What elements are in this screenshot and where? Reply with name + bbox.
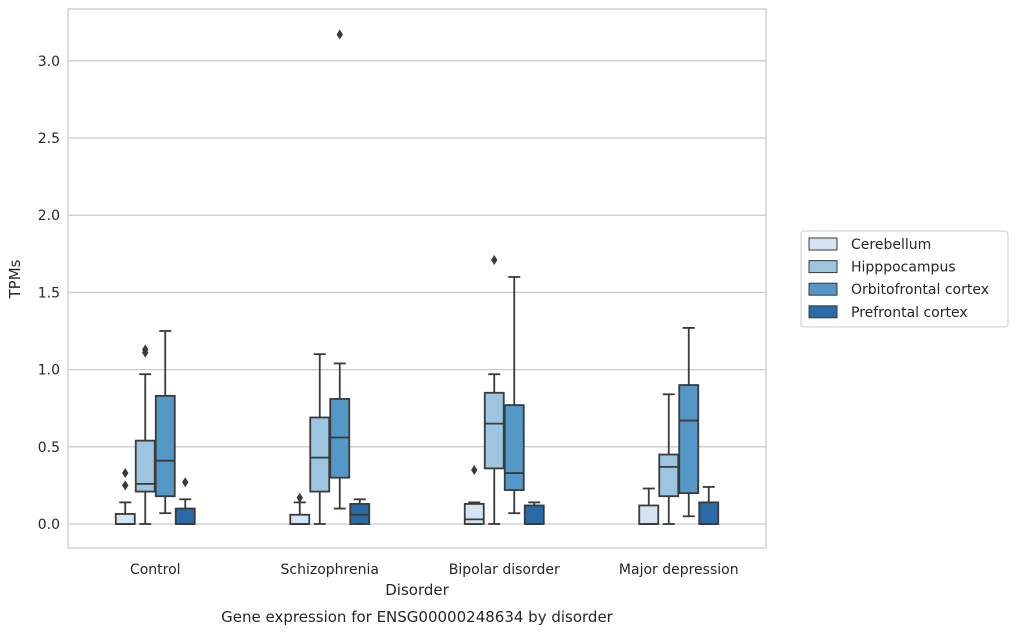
legend-swatch — [808, 305, 838, 319]
box-hipppocampus-schizophrenia — [309, 353, 331, 525]
box-iqr — [523, 504, 545, 525]
box-orbitofrontal-cortex-bipolar-disorder — [503, 276, 525, 515]
legend-label: Cerebellum — [851, 237, 931, 253]
box-cerebellum-bipolar-disorder — [463, 464, 485, 525]
x-axis-ticks: Control Schizophrenia Bipolar disorder Majo… — [130, 562, 739, 578]
outlier-point — [336, 29, 343, 40]
grid-lines — [68, 60, 766, 525]
box-iqr — [114, 513, 136, 525]
x-tick-label: Major depression — [619, 562, 739, 578]
outlier-point — [471, 464, 478, 475]
y-axis-title: TPMs — [6, 259, 24, 299]
box-iqr — [174, 507, 196, 525]
legend-frame — [800, 230, 1009, 328]
box-prefrontal-cortex-bipolar-disorder — [523, 501, 545, 525]
x-tick-label: Bipolar disorder — [449, 562, 560, 578]
box-iqr — [658, 453, 680, 498]
box-iqr — [678, 384, 700, 495]
box-orbitofrontal-cortex-control — [154, 330, 176, 515]
chart-caption: Gene expression for ENSG00000248634 by d… — [221, 608, 614, 626]
box-iqr — [698, 501, 720, 525]
box-iqr — [638, 504, 660, 525]
outlier-point — [122, 480, 129, 491]
legend-swatch — [808, 237, 838, 251]
x-tick-label: Schizophrenia — [281, 562, 379, 578]
box-prefrontal-cortex-schizophrenia — [349, 498, 371, 525]
box-iqr — [134, 439, 156, 493]
y-tick-label: 1.0 — [38, 363, 60, 379]
box-iqr — [463, 503, 485, 525]
box-cerebellum-control — [114, 468, 136, 525]
box-iqr — [503, 404, 525, 491]
legend-label: Prefrontal cortex — [851, 305, 968, 321]
outlier-point — [296, 492, 303, 503]
plot-frame — [67, 8, 767, 549]
y-tick-label: 1.5 — [38, 285, 60, 301]
y-tick-label: 2.5 — [38, 131, 60, 147]
box-orbitofrontal-cortex-schizophrenia — [329, 29, 351, 510]
x-axis-title: Disorder — [385, 581, 449, 599]
legend-swatch — [808, 260, 838, 274]
legend: Cerebellum Hipppocampus Orbitofrontal cort… — [800, 230, 1009, 328]
y-tick-label: 2.0 — [38, 208, 60, 224]
box-orbitofrontal-cortex-major-depression — [678, 327, 700, 518]
box-hipppocampus-major-depression — [658, 393, 680, 525]
y-tick-label: 3.0 — [38, 54, 60, 70]
box-prefrontal-cortex-control — [174, 477, 196, 525]
legend-swatch — [808, 282, 838, 296]
box-cerebellum-schizophrenia — [289, 492, 311, 525]
box-hipppocampus-bipolar-disorder — [483, 254, 505, 525]
outlier-point — [122, 468, 129, 479]
y-tick-label: 0.0 — [38, 517, 60, 533]
x-tick-label: Control — [130, 562, 181, 578]
box-prefrontal-cortex-major-depression — [698, 486, 720, 525]
box-iqr — [289, 513, 311, 525]
outlier-point — [182, 477, 189, 488]
legend-label: Orbitofrontal cortex — [851, 282, 989, 298]
box-iqr — [483, 391, 505, 470]
box-cerebellum-major-depression — [638, 487, 660, 525]
box-marks — [114, 29, 720, 525]
box-iqr — [309, 416, 331, 493]
box-iqr — [154, 394, 176, 498]
y-tick-label: 0.5 — [38, 440, 60, 456]
box-hipppocampus-control — [134, 344, 156, 525]
legend-label: Hipppocampus — [851, 260, 956, 276]
outlier-point — [491, 254, 498, 265]
y-axis-ticks: 0.0 0.5 1.0 1.5 2.0 2.5 3.0 — [38, 54, 60, 533]
outlier-point — [142, 344, 149, 355]
